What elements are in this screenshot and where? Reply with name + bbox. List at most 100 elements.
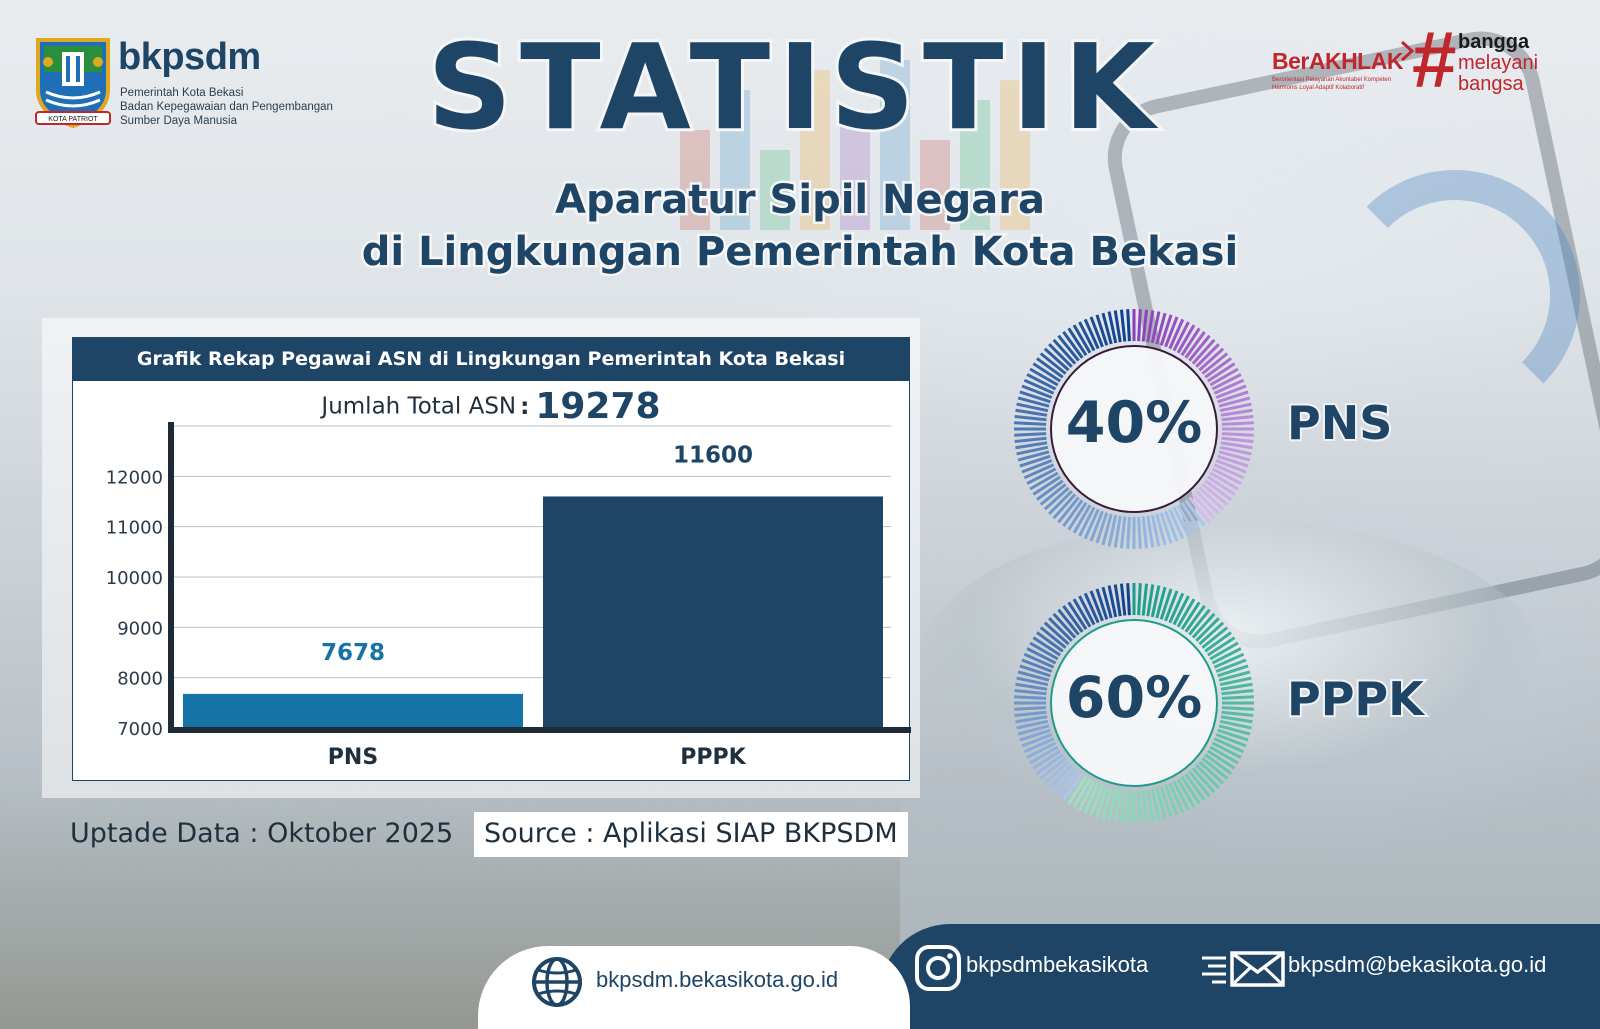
donut-tick <box>1119 790 1127 823</box>
donut-tick <box>1113 310 1122 343</box>
donut-tick <box>1039 352 1067 375</box>
donut-tick <box>1015 715 1048 724</box>
brand-subtitle: Pemerintah Kota Bekasi Badan Kepegawaian… <box>120 86 360 128</box>
donut-tick <box>1218 670 1251 682</box>
donut-tick <box>1180 601 1201 631</box>
donut-tick <box>1057 770 1080 798</box>
donut-tick <box>1159 786 1173 818</box>
donut-tick <box>1206 749 1236 770</box>
donut-tick <box>1057 496 1080 524</box>
donut-tick <box>1137 516 1142 549</box>
donut-tick <box>1137 790 1142 823</box>
donut-tick <box>1150 311 1161 344</box>
x-tick-label: PNS <box>328 745 378 770</box>
donut-tick <box>1029 367 1059 387</box>
donut-tick <box>1206 636 1236 657</box>
donut-tick <box>1164 784 1179 816</box>
donut-tick <box>1206 475 1236 496</box>
pns-percentage-label: 40% <box>1065 390 1203 456</box>
donut-tick <box>1159 314 1173 346</box>
hashtag-icon: # <box>1412 15 1457 104</box>
website-link[interactable]: bkpsdm.bekasikota.go.id <box>596 967 839 992</box>
donut-tick <box>1150 585 1161 618</box>
donut-tick <box>1015 682 1048 691</box>
brand-name: bkpsdm <box>118 36 261 78</box>
donut-tick <box>1198 760 1225 785</box>
donut-tick <box>1039 483 1067 506</box>
donut-tick <box>1146 584 1155 617</box>
donut-tick <box>1014 695 1047 700</box>
bar-chart-card: Grafik Rekap Pegawai ASN di Lingkungan P… <box>72 337 911 781</box>
donut-tick <box>1184 773 1206 801</box>
bangsa-word: bangsa <box>1458 73 1524 95</box>
donut-tick <box>1072 324 1092 354</box>
donut-center <box>1050 345 1218 513</box>
donut-tick <box>1191 767 1216 794</box>
donut-tick <box>1032 475 1062 496</box>
donut-tick <box>1155 513 1167 546</box>
donut-tick <box>1221 695 1254 700</box>
donut-tick <box>1211 647 1242 665</box>
donut-tick <box>1023 463 1055 480</box>
pns-category-label: PNS <box>1285 394 1394 452</box>
donut-tick <box>1036 357 1064 379</box>
donut-tick <box>1095 786 1109 818</box>
donut-tick <box>1172 780 1190 811</box>
donut-tick <box>1057 608 1080 636</box>
donut-tick <box>1023 378 1055 395</box>
donut-tick <box>1029 745 1059 765</box>
donut-tick <box>1221 706 1254 711</box>
donut-tick <box>1220 408 1253 417</box>
page-title: STATISTIK <box>424 15 1163 159</box>
donut-tick <box>1164 510 1179 542</box>
bar-chart: 7000 8000 9000 10000 11000 12000 7678 PNS 11600 P… <box>106 422 911 770</box>
donut-tick <box>1141 309 1149 342</box>
email-link[interactable]: bkpsdm@bekasikota.go.id <box>1288 952 1547 977</box>
donut-tick <box>1036 753 1064 775</box>
donut-tick <box>1101 787 1113 820</box>
instagram-link[interactable]: bkpsdmbekasikota <box>966 952 1149 977</box>
donut-tick <box>1017 670 1050 682</box>
donut-tick <box>1107 585 1118 618</box>
total-asn-value: 19278 <box>535 386 661 427</box>
donut-tick <box>1150 788 1161 821</box>
donut-tick <box>1032 636 1062 657</box>
donut-tick <box>1078 780 1096 811</box>
donut-tick <box>1039 757 1067 780</box>
donut-tick <box>1217 728 1249 742</box>
donut-tick <box>1067 501 1088 531</box>
total-asn-colon: : <box>520 393 530 420</box>
donut-tick <box>1026 647 1057 665</box>
donut-tick <box>1195 617 1220 642</box>
bangga-melayani-bangsa-logo: bangga melayani bangsa <box>1458 32 1538 95</box>
donut-tick <box>1062 773 1084 801</box>
donut-tick <box>1083 508 1100 540</box>
donut-tick <box>1043 486 1070 511</box>
donut-tick <box>1137 583 1142 616</box>
donut-tick <box>1078 595 1096 626</box>
donut-tick <box>1195 764 1220 789</box>
donut-center <box>1050 619 1218 787</box>
donut-tick <box>1021 733 1053 748</box>
donut-tick <box>1048 490 1073 515</box>
donut-tick <box>1213 737 1245 754</box>
donut-tick <box>1218 396 1251 408</box>
donut-tick <box>1014 436 1047 444</box>
bar-pppk <box>543 496 883 728</box>
berakhlak-logo-text: BerAKHLAK <box>1272 48 1403 74</box>
donut-tick <box>1201 483 1229 506</box>
donut-tick <box>1083 318 1100 350</box>
donut-tick <box>1155 312 1167 345</box>
data-source: Source : Aplikasi SIAP BKPSDM <box>474 812 908 857</box>
donut-tick <box>1016 402 1049 413</box>
donut-tick <box>1089 590 1104 622</box>
donut-tick <box>1017 450 1050 462</box>
update-date: Uptade Data : Oktober 2025 <box>70 818 454 849</box>
donut-tick <box>1176 504 1196 534</box>
donut-tick <box>1146 515 1155 548</box>
donut-tick <box>1164 590 1179 622</box>
donut-tick <box>1021 459 1053 474</box>
donut-tick <box>1019 728 1051 742</box>
donut-tick <box>1201 757 1229 780</box>
donut-tick <box>1159 588 1173 620</box>
